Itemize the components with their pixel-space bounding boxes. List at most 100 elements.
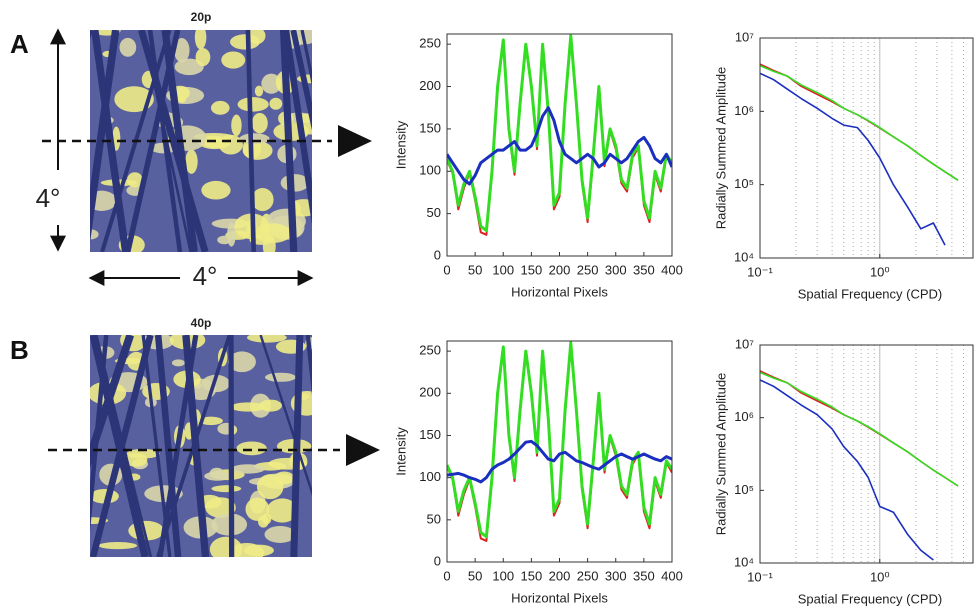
scale-label: 4° xyxy=(36,183,61,213)
y-tick-label: 50 xyxy=(427,205,441,220)
x-tick-label: 350 xyxy=(633,568,655,583)
y-tick-label: 10⁶ xyxy=(734,409,754,424)
x-tick-label: 250 xyxy=(577,262,599,277)
image-texture xyxy=(201,374,230,393)
image-texture xyxy=(254,85,264,97)
image-branch xyxy=(156,335,232,557)
image-label: 20p xyxy=(191,10,212,24)
image-texture xyxy=(247,30,266,45)
image-texture xyxy=(266,498,298,523)
images xyxy=(90,30,312,557)
x-tick-label: 0 xyxy=(443,568,450,583)
image-branch xyxy=(138,30,209,252)
y-axis-label: Radially Summed Amplitude xyxy=(713,373,728,536)
y-axis-label: Intensity xyxy=(393,120,408,169)
x-tick-label: 100 xyxy=(492,568,514,583)
x-axis-label: Spatial Frequency (CPD) xyxy=(798,591,943,606)
image-texture xyxy=(239,133,270,145)
y-tick-label: 250 xyxy=(419,343,441,358)
image-branch xyxy=(305,335,312,396)
y-tick-label: 10⁶ xyxy=(734,103,754,118)
x-tick-label: 100 xyxy=(492,262,514,277)
image-texture xyxy=(237,97,269,112)
image-texture xyxy=(264,372,297,382)
y-tick-label: 100 xyxy=(419,469,441,484)
image-texture xyxy=(201,180,231,200)
y-axis-label: Intensity xyxy=(393,427,408,476)
image-texture xyxy=(211,485,242,493)
plot-area xyxy=(447,341,672,562)
image-texture xyxy=(227,351,256,373)
image-texture xyxy=(210,100,230,115)
x-axis-label: Horizontal Pixels xyxy=(511,284,608,299)
image-texture xyxy=(231,464,265,474)
image-texture xyxy=(90,190,117,211)
x-tick-label: 10⁰ xyxy=(870,264,890,279)
series-line xyxy=(447,106,672,186)
series-line xyxy=(760,72,946,246)
image-branch xyxy=(154,335,182,557)
x-axis-label: Spatial Frequency (CPD) xyxy=(798,286,943,301)
image-texture xyxy=(269,97,283,110)
image-label: 40p xyxy=(191,316,212,330)
image-texture xyxy=(195,48,211,67)
image-branch xyxy=(90,335,149,557)
image-texture xyxy=(127,172,143,188)
y-tick-label: 250 xyxy=(419,36,441,51)
image-texture xyxy=(236,441,267,456)
image-texture xyxy=(245,497,270,521)
x-tick-label: 50 xyxy=(468,262,482,277)
image-texture xyxy=(126,448,160,459)
image-texture xyxy=(229,542,265,557)
image-texture xyxy=(199,416,223,426)
image-texture xyxy=(246,335,287,343)
image-texture xyxy=(194,30,207,50)
series-line xyxy=(760,379,934,561)
image-branch xyxy=(259,335,312,497)
plot-area xyxy=(760,345,973,563)
y-tick-label: 150 xyxy=(419,427,441,442)
image-texture xyxy=(90,229,99,240)
image-texture xyxy=(114,86,154,113)
x-tick-label: 200 xyxy=(549,262,571,277)
scale-label: 4° xyxy=(193,261,218,291)
image-branch xyxy=(90,335,134,469)
y-tick-label: 10⁷ xyxy=(735,29,754,44)
y-tick-label: 10⁴ xyxy=(734,554,754,569)
series-line xyxy=(447,36,672,236)
x-tick-label: 400 xyxy=(661,262,683,277)
image-texture xyxy=(174,38,190,63)
x-tick-label: 300 xyxy=(605,568,627,583)
series-line xyxy=(447,343,672,542)
y-tick-label: 50 xyxy=(427,511,441,526)
y-tick-label: 200 xyxy=(419,385,441,400)
image-texture xyxy=(119,37,137,57)
y-tick-label: 0 xyxy=(434,553,441,568)
image-texture xyxy=(98,542,138,550)
x-tick-label: 150 xyxy=(521,568,543,583)
panel-letter: A xyxy=(10,29,29,59)
x-tick-label: 150 xyxy=(521,262,543,277)
image-texture xyxy=(231,114,242,137)
image xyxy=(90,335,312,557)
series-line xyxy=(447,439,672,484)
x-tick-label: 0 xyxy=(443,262,450,277)
image-texture xyxy=(251,112,268,134)
panel-letter: B xyxy=(10,335,29,365)
x-axis-label: Horizontal Pixels xyxy=(511,590,608,605)
y-tick-label: 150 xyxy=(419,120,441,135)
x-tick-label: 350 xyxy=(633,262,655,277)
image-branch xyxy=(157,335,199,557)
y-tick-label: 200 xyxy=(419,78,441,93)
x-tick-label: 10⁰ xyxy=(870,569,890,584)
image-texture xyxy=(256,474,284,500)
image-branch xyxy=(290,30,312,131)
image-branch xyxy=(245,30,257,252)
image-texture xyxy=(242,141,273,160)
x-tick-label: 400 xyxy=(661,568,683,583)
plot-frame xyxy=(759,344,974,564)
x-tick-label: 200 xyxy=(549,568,571,583)
x-tick-label: 10⁻¹ xyxy=(747,264,773,279)
